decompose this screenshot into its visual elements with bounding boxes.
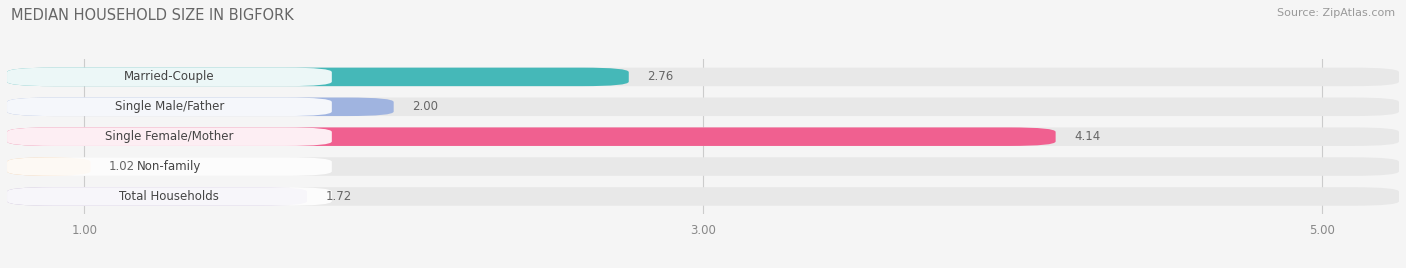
FancyBboxPatch shape — [7, 98, 332, 116]
FancyBboxPatch shape — [7, 187, 1399, 206]
Text: 1.02: 1.02 — [110, 160, 135, 173]
Text: Non-family: Non-family — [138, 160, 201, 173]
FancyBboxPatch shape — [7, 187, 332, 206]
FancyBboxPatch shape — [7, 127, 1056, 146]
Text: Single Male/Father: Single Male/Father — [115, 100, 224, 113]
FancyBboxPatch shape — [7, 98, 394, 116]
Text: 2.00: 2.00 — [412, 100, 439, 113]
FancyBboxPatch shape — [7, 68, 1399, 86]
Text: 1.72: 1.72 — [326, 190, 352, 203]
FancyBboxPatch shape — [7, 157, 1399, 176]
FancyBboxPatch shape — [7, 187, 307, 206]
FancyBboxPatch shape — [7, 157, 332, 176]
Text: MEDIAN HOUSEHOLD SIZE IN BIGFORK: MEDIAN HOUSEHOLD SIZE IN BIGFORK — [11, 8, 294, 23]
Text: Single Female/Mother: Single Female/Mother — [105, 130, 233, 143]
FancyBboxPatch shape — [7, 127, 332, 146]
Text: Married-Couple: Married-Couple — [124, 70, 215, 83]
Text: 2.76: 2.76 — [647, 70, 673, 83]
FancyBboxPatch shape — [7, 157, 90, 176]
FancyBboxPatch shape — [7, 68, 332, 86]
FancyBboxPatch shape — [7, 68, 628, 86]
Text: Total Households: Total Households — [120, 190, 219, 203]
FancyBboxPatch shape — [7, 127, 1399, 146]
Text: 4.14: 4.14 — [1074, 130, 1101, 143]
FancyBboxPatch shape — [7, 98, 1399, 116]
Text: Source: ZipAtlas.com: Source: ZipAtlas.com — [1277, 8, 1395, 18]
